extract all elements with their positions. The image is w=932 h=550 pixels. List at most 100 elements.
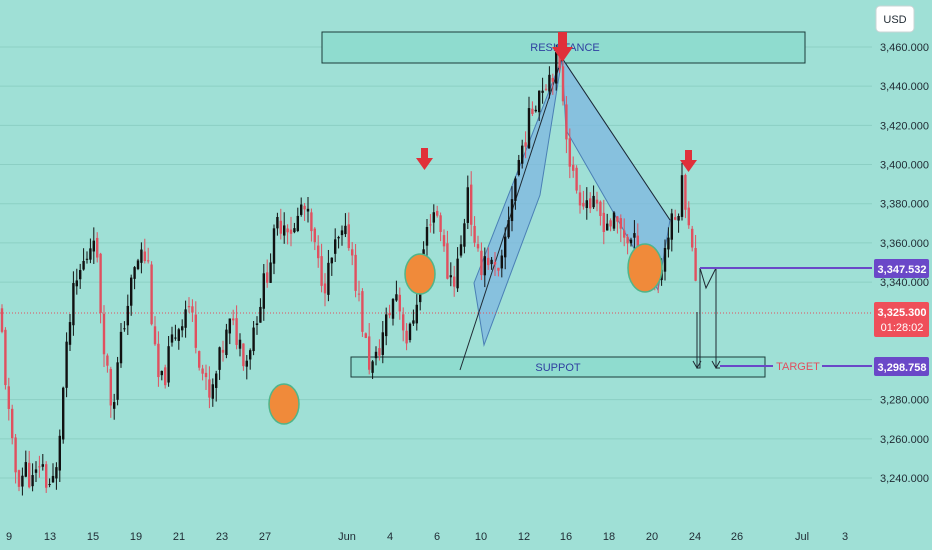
candle-body — [177, 329, 180, 341]
candle-body — [116, 362, 119, 400]
candle-body — [344, 225, 347, 235]
pattern-triangle-left — [473, 57, 563, 347]
candle-body — [534, 109, 537, 112]
candle-body — [623, 230, 626, 238]
target-label: TARGET — [776, 361, 820, 373]
projection-arrow-1 — [692, 360, 702, 370]
candle-body — [75, 280, 78, 287]
candle-body — [82, 260, 85, 270]
y-tick-label: 3,400.000 — [880, 160, 929, 172]
candle-body — [187, 305, 191, 308]
candle-body — [184, 309, 187, 328]
candle-body — [62, 387, 65, 440]
candle-body — [612, 212, 616, 229]
price-badge-upper-text: 3,347.532 — [878, 264, 927, 276]
candle-body — [320, 256, 323, 286]
y-tick-label: 3,460.000 — [880, 42, 929, 54]
candle-body — [541, 90, 544, 93]
y-tick-label: 3,240.000 — [880, 473, 929, 485]
candle-body — [385, 314, 388, 337]
countdown-text: 01:28:02 — [881, 322, 924, 334]
candle-body — [578, 192, 582, 206]
candle-body — [470, 184, 473, 225]
candle-body — [119, 331, 123, 364]
candle-body — [269, 262, 272, 283]
candle-body — [371, 361, 374, 373]
candle-body — [439, 215, 442, 232]
candle-body — [408, 323, 412, 341]
candle-body — [544, 88, 548, 90]
candle-body — [490, 259, 493, 265]
x-tick-label: 9 — [6, 531, 12, 543]
candle-body — [531, 108, 534, 114]
candle-body — [45, 464, 48, 488]
x-tick-label: 27 — [259, 531, 271, 543]
candle-body — [626, 236, 629, 244]
candle-body — [181, 326, 184, 331]
candle-body — [694, 248, 697, 281]
candle-body — [561, 66, 565, 102]
candle-body — [28, 462, 31, 488]
candle-body — [442, 235, 446, 247]
candle-body — [425, 226, 429, 246]
currency-button[interactable] — [875, 5, 915, 33]
candle-body — [323, 283, 327, 294]
candle-body — [55, 467, 58, 479]
red-arrow-top — [552, 32, 573, 62]
candle-body — [204, 372, 208, 378]
candle-body — [381, 332, 384, 355]
candle-body — [4, 329, 7, 386]
candle-body — [106, 355, 109, 366]
candle-body — [198, 351, 201, 368]
candle-body — [123, 328, 126, 330]
candle-body — [85, 258, 89, 260]
current-price-badge — [874, 302, 929, 337]
candle-body — [174, 337, 177, 339]
candle-body — [191, 306, 194, 313]
candle-body — [616, 216, 619, 222]
x-tick-label: 19 — [130, 531, 142, 543]
candle-body — [157, 343, 160, 378]
candle-body — [235, 318, 238, 345]
candle-body — [347, 224, 350, 249]
candle-body — [279, 220, 282, 234]
x-tick-label: 12 — [518, 531, 530, 543]
candle-body — [378, 348, 381, 356]
candle-body — [674, 217, 677, 220]
candle-body — [286, 228, 289, 233]
x-tick-label: 20 — [646, 531, 658, 543]
candle-body — [255, 323, 259, 326]
candle-body — [41, 464, 44, 467]
time-axis[interactable]: 9 13 15 19 21 23 27 Jun 4 6 10 12 16 18 20 24 26 Jul 3 — [6, 531, 848, 543]
current-price-text: 3,325.300 — [878, 307, 927, 319]
candle-body — [572, 164, 575, 171]
candle-body — [150, 264, 153, 325]
candle-body — [663, 247, 667, 272]
candle-body — [463, 223, 466, 247]
candle-body — [194, 314, 197, 348]
candle-body — [300, 204, 303, 215]
orange-circle-2 — [404, 253, 436, 295]
candle-body — [306, 208, 310, 212]
candle-body — [34, 469, 38, 473]
candle-body — [670, 213, 673, 240]
price-axis[interactable]: 3,460.000 3,440.000 3,420.000 3,400.000 3,38… — [880, 42, 929, 485]
candle-body — [24, 462, 27, 477]
candle-body — [92, 240, 95, 252]
candle-body — [310, 212, 313, 232]
candle-body — [167, 346, 170, 383]
candle-body — [415, 304, 418, 324]
x-tick-label: Jul — [795, 531, 809, 543]
candle-body — [487, 257, 490, 266]
candle-body — [259, 306, 262, 323]
candle-body — [126, 305, 129, 326]
candle-body — [327, 262, 330, 295]
candle-body — [405, 330, 408, 344]
candle-body — [72, 283, 75, 326]
candle-body — [7, 386, 10, 409]
candle-body — [11, 408, 14, 439]
candle-body — [606, 223, 609, 231]
candle-body — [0, 308, 4, 332]
candle-body — [262, 273, 265, 309]
